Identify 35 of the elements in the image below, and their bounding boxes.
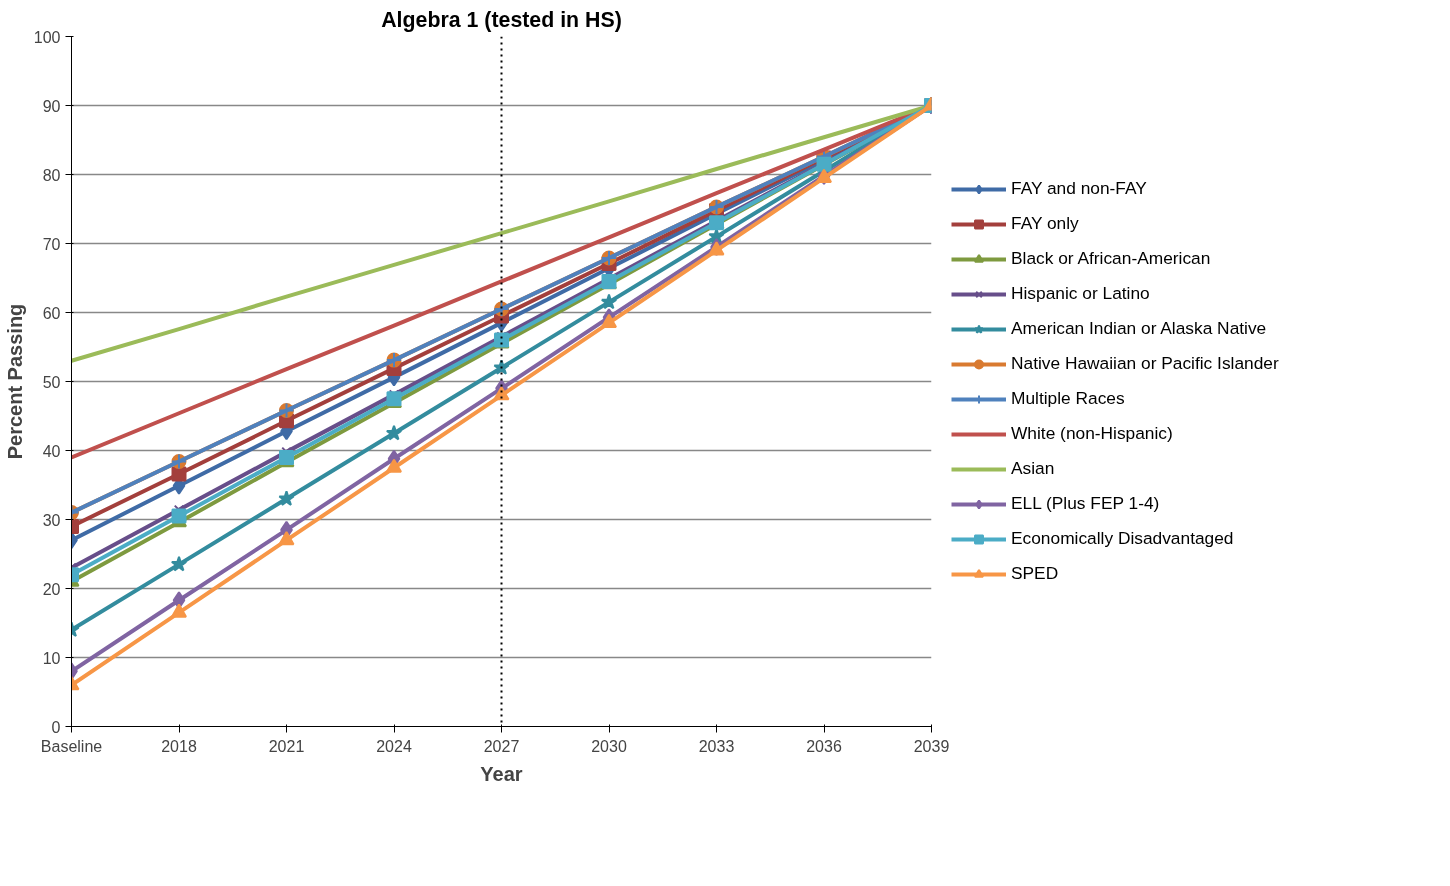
y-tick-label: 10 [42,649,61,667]
x-axis-title: Year [480,762,523,785]
legend-label: FAY only [1011,213,1079,234]
y-tick-label: 100 [33,28,61,46]
y-tick-label: 20 [42,580,61,598]
legend-label: FAY and non-FAY [1011,178,1147,199]
legend-label: ELL (Plus FEP 1-4) [1011,493,1160,514]
legend-label: Black or African-American [1011,248,1211,269]
y-tick-label: 60 [42,304,61,322]
y-tick-label: 80 [42,166,61,184]
x-tick-label: Baseline [40,737,103,755]
x-tick-label: 2030 [591,737,627,755]
legend-label: American Indian or Alaska Native [1011,318,1267,339]
x-tick-label: 2033 [698,737,735,755]
y-tick-label: 50 [42,373,61,391]
y-tick-label: 30 [42,511,61,529]
legend-label: Native Hawaiian or Pacific Islander [1011,353,1279,374]
legend-label: White (non-Hispanic) [1011,423,1173,444]
legend-label: Economically Disadvantaged [1011,528,1234,549]
legend-label: Asian [1011,458,1055,479]
legend-label: Multiple Races [1011,388,1125,409]
x-tick-label: 2021 [268,737,305,755]
y-axis-title: Percent Passing [3,303,26,460]
y-tick-label: 40 [42,442,61,460]
x-tick-label: 2039 [913,737,950,755]
x-tick-label: 2036 [806,737,842,755]
y-tick-label: 0 [51,718,61,736]
chart-title: Algebra 1 (tested in HS) [381,7,622,32]
y-tick-label: 70 [42,235,61,253]
legend-label: Hispanic or Latino [1011,283,1150,304]
x-tick-label: 2027 [483,737,520,755]
y-tick-label: 90 [42,97,61,115]
legend-label: SPED [1011,563,1059,584]
x-tick-label: 2018 [161,737,197,755]
x-tick-label: 2024 [376,737,412,755]
